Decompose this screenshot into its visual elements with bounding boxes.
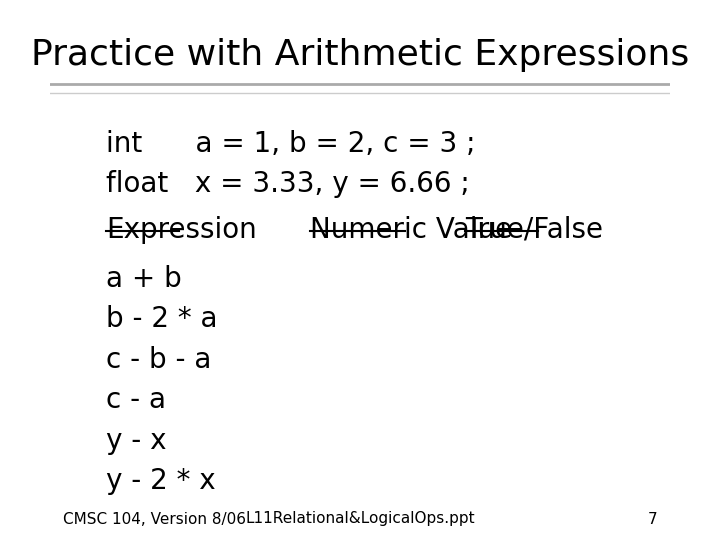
Text: b - 2 * a: b - 2 * a [106,305,217,333]
Text: a + b: a + b [106,265,181,293]
Text: CMSC 104, Version 8/06: CMSC 104, Version 8/06 [63,511,246,526]
Text: Expression: Expression [106,216,256,244]
Text: Practice with Arithmetic Expressions: Practice with Arithmetic Expressions [31,38,689,72]
Text: 7: 7 [648,511,657,526]
Text: Numeric Value: Numeric Value [310,216,513,244]
Text: c - b - a: c - b - a [106,346,211,374]
Text: c - a: c - a [106,386,166,414]
Text: y - x: y - x [106,427,166,455]
Text: int      a = 1, b = 2, c = 3 ;: int a = 1, b = 2, c = 3 ; [106,130,475,158]
Text: L11Relational&LogicalOps.ppt: L11Relational&LogicalOps.ppt [246,511,474,526]
Text: True/False: True/False [465,216,603,244]
Text: float   x = 3.33, y = 6.66 ;: float x = 3.33, y = 6.66 ; [106,170,469,198]
Text: y - 2 * x: y - 2 * x [106,467,215,495]
